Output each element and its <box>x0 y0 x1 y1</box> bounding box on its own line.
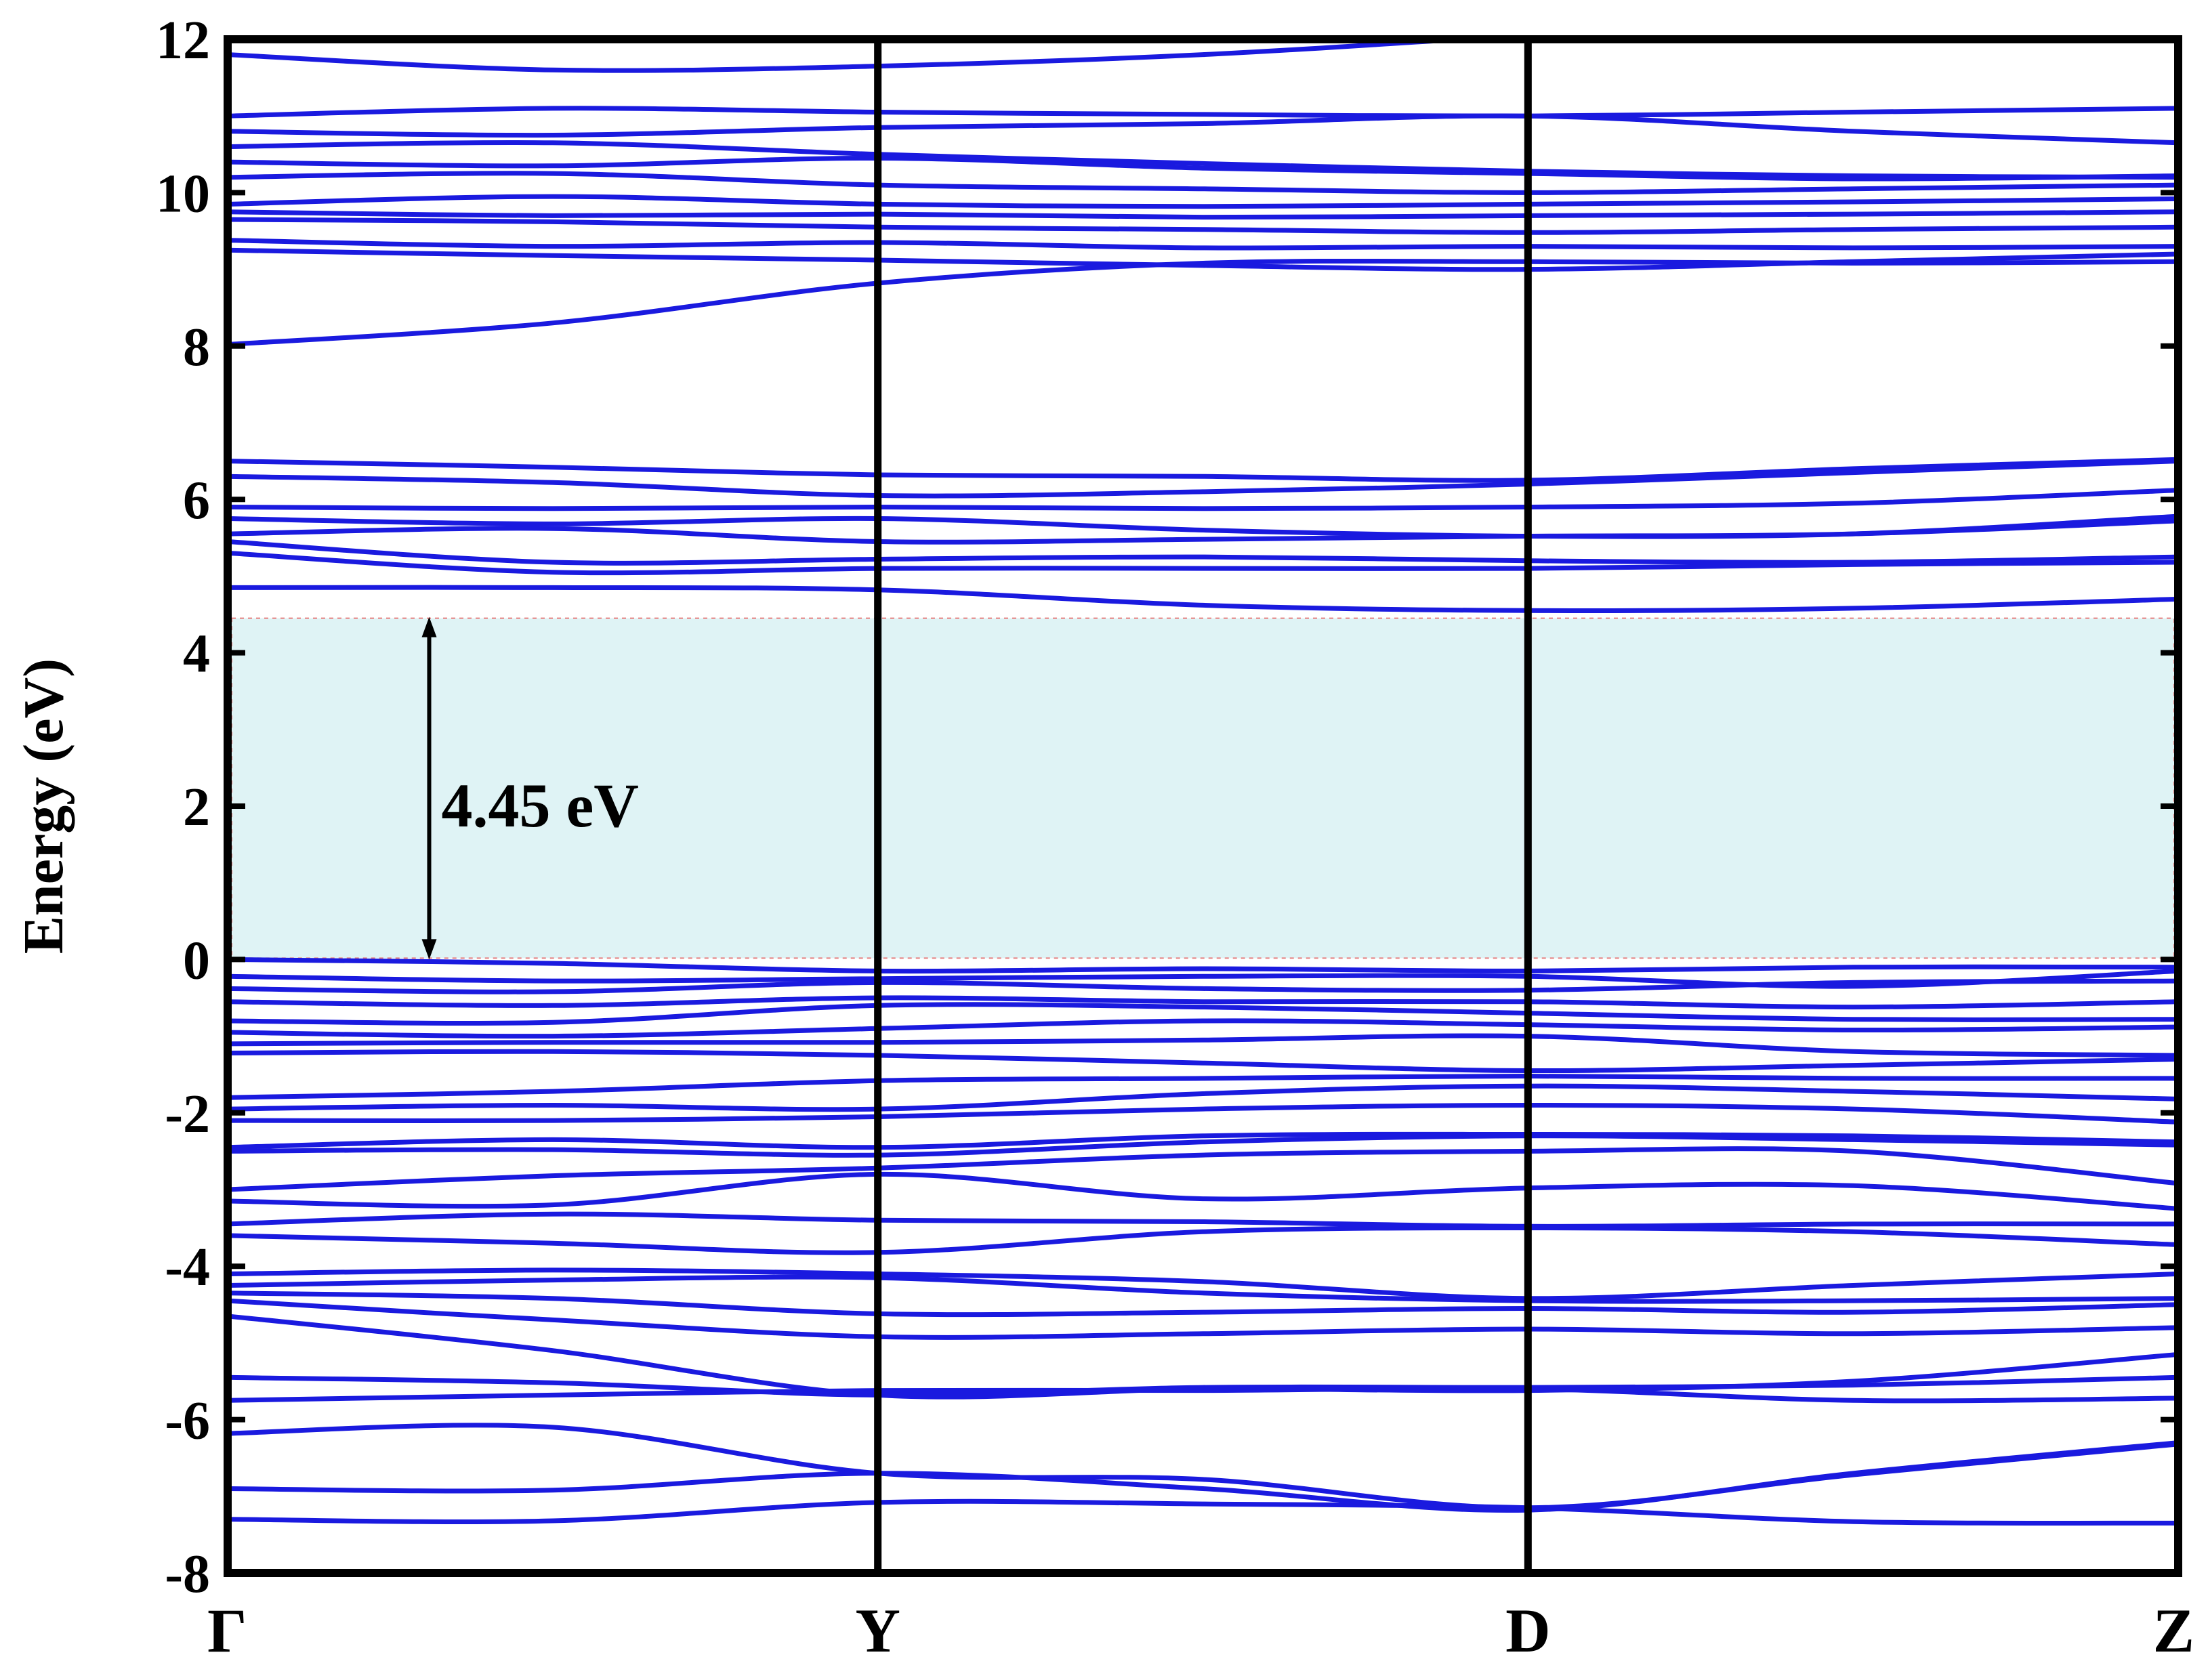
band-line-45 <box>228 106 2178 119</box>
band-line-22 <box>228 1002 2178 1026</box>
gap-label: 4.45 eV <box>441 771 638 840</box>
band-line-36 <box>228 247 2178 272</box>
band-line-7 <box>228 1290 2178 1318</box>
band-line-37 <box>228 238 2178 251</box>
band-line-15 <box>228 1131 2178 1150</box>
band-line-40 <box>228 194 2178 209</box>
band-line-10 <box>228 1225 2178 1255</box>
band-line-5 <box>228 1314 2178 1400</box>
y-tick-label: 8 <box>183 318 210 377</box>
band-line-13 <box>228 1146 2178 1192</box>
band-line-17 <box>228 1083 2178 1112</box>
y-tick-label: 6 <box>183 471 210 530</box>
y-tick-label: 12 <box>156 11 210 70</box>
band-line-12 <box>228 1171 2178 1211</box>
band-line-25 <box>228 968 2178 989</box>
band-line-29 <box>228 539 2178 566</box>
band-line-42 <box>228 155 2178 182</box>
band-line-23 <box>228 995 2178 1010</box>
band-line-18 <box>228 1074 2178 1100</box>
band-line-31 <box>228 513 2178 539</box>
band-line-19 <box>228 1049 2178 1074</box>
x-tick-label: D <box>1505 1596 1550 1665</box>
band-line-11 <box>228 1211 2178 1229</box>
band-line-34 <box>228 457 2178 483</box>
band-line-1 <box>228 1440 2178 1513</box>
band-line-8 <box>228 1274 2178 1304</box>
band-line-16 <box>228 1103 2178 1125</box>
band-line-2 <box>228 1423 2178 1511</box>
band-line-24 <box>228 978 2178 994</box>
band-line-6 <box>228 1298 2178 1340</box>
band-line-21 <box>228 1018 2178 1039</box>
band-line-20 <box>228 1033 2178 1058</box>
y-tick-label: -8 <box>165 1545 210 1604</box>
band-line-39 <box>228 209 2178 220</box>
band-line-38 <box>228 217 2178 235</box>
y-tick-label: 4 <box>183 625 210 684</box>
band-line-43 <box>228 140 2178 180</box>
band-line-41 <box>228 171 2178 195</box>
y-tick-label: 0 <box>183 931 210 990</box>
band-line-46 <box>228 39 1501 73</box>
y-axis-label: Energy (eV) <box>12 658 75 954</box>
band-line-9 <box>228 1267 2178 1301</box>
y-tick-label: -2 <box>165 1085 210 1144</box>
y-tick-label: 2 <box>183 778 210 837</box>
y-tick-label: 10 <box>156 164 210 224</box>
x-tick-label: Z <box>2153 1596 2194 1665</box>
band-line-44 <box>228 113 2178 146</box>
band-line-14 <box>228 1133 2178 1158</box>
gap-arrow-head-down <box>421 939 437 960</box>
band-line-26 <box>228 957 2178 974</box>
y-tick-label: -6 <box>165 1391 210 1451</box>
x-tick-label: Γ <box>207 1596 247 1665</box>
band-line-35 <box>228 258 2178 347</box>
band-line-27 <box>228 585 2178 614</box>
band-line-0 <box>228 1498 2178 1526</box>
band-line-32 <box>228 488 2178 511</box>
band-line-33 <box>228 459 2178 499</box>
band-gap-region <box>231 617 2175 959</box>
x-tick-label: Y <box>855 1596 900 1665</box>
gap-arrow-head-up <box>421 616 437 637</box>
y-tick-label: -4 <box>165 1238 210 1297</box>
